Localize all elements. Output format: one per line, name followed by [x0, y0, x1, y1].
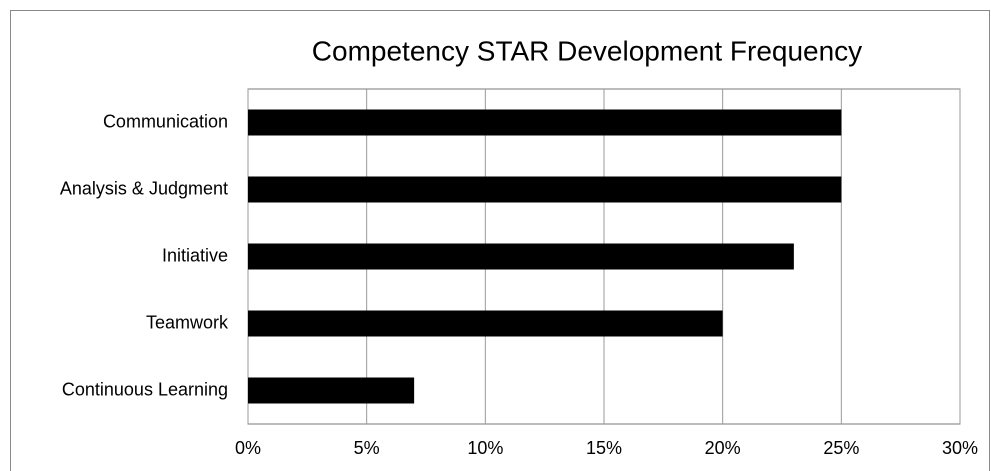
- chart-title: Competency STAR Development Frequency: [312, 35, 862, 66]
- x-tick-label: 0%: [235, 438, 261, 458]
- bar: [248, 109, 842, 136]
- chart-frame: [10, 10, 990, 471]
- x-tick-label: 5%: [354, 438, 380, 458]
- bar: [248, 377, 415, 404]
- y-tick-label: Initiative: [162, 245, 228, 265]
- y-tick-label: Teamwork: [146, 312, 229, 332]
- y-tick-label: Continuous Learning: [62, 379, 228, 399]
- bar: [248, 310, 723, 337]
- x-tick-label: 25%: [823, 438, 859, 458]
- x-tick-label: 20%: [705, 438, 741, 458]
- y-tick-label: Communication: [103, 111, 228, 131]
- x-tick-label: 10%: [467, 438, 503, 458]
- bar: [248, 176, 842, 203]
- y-tick-label: Analysis & Judgment: [60, 178, 228, 198]
- x-tick-label: 30%: [942, 438, 978, 458]
- bar: [248, 243, 794, 270]
- x-tick-label: 15%: [586, 438, 622, 458]
